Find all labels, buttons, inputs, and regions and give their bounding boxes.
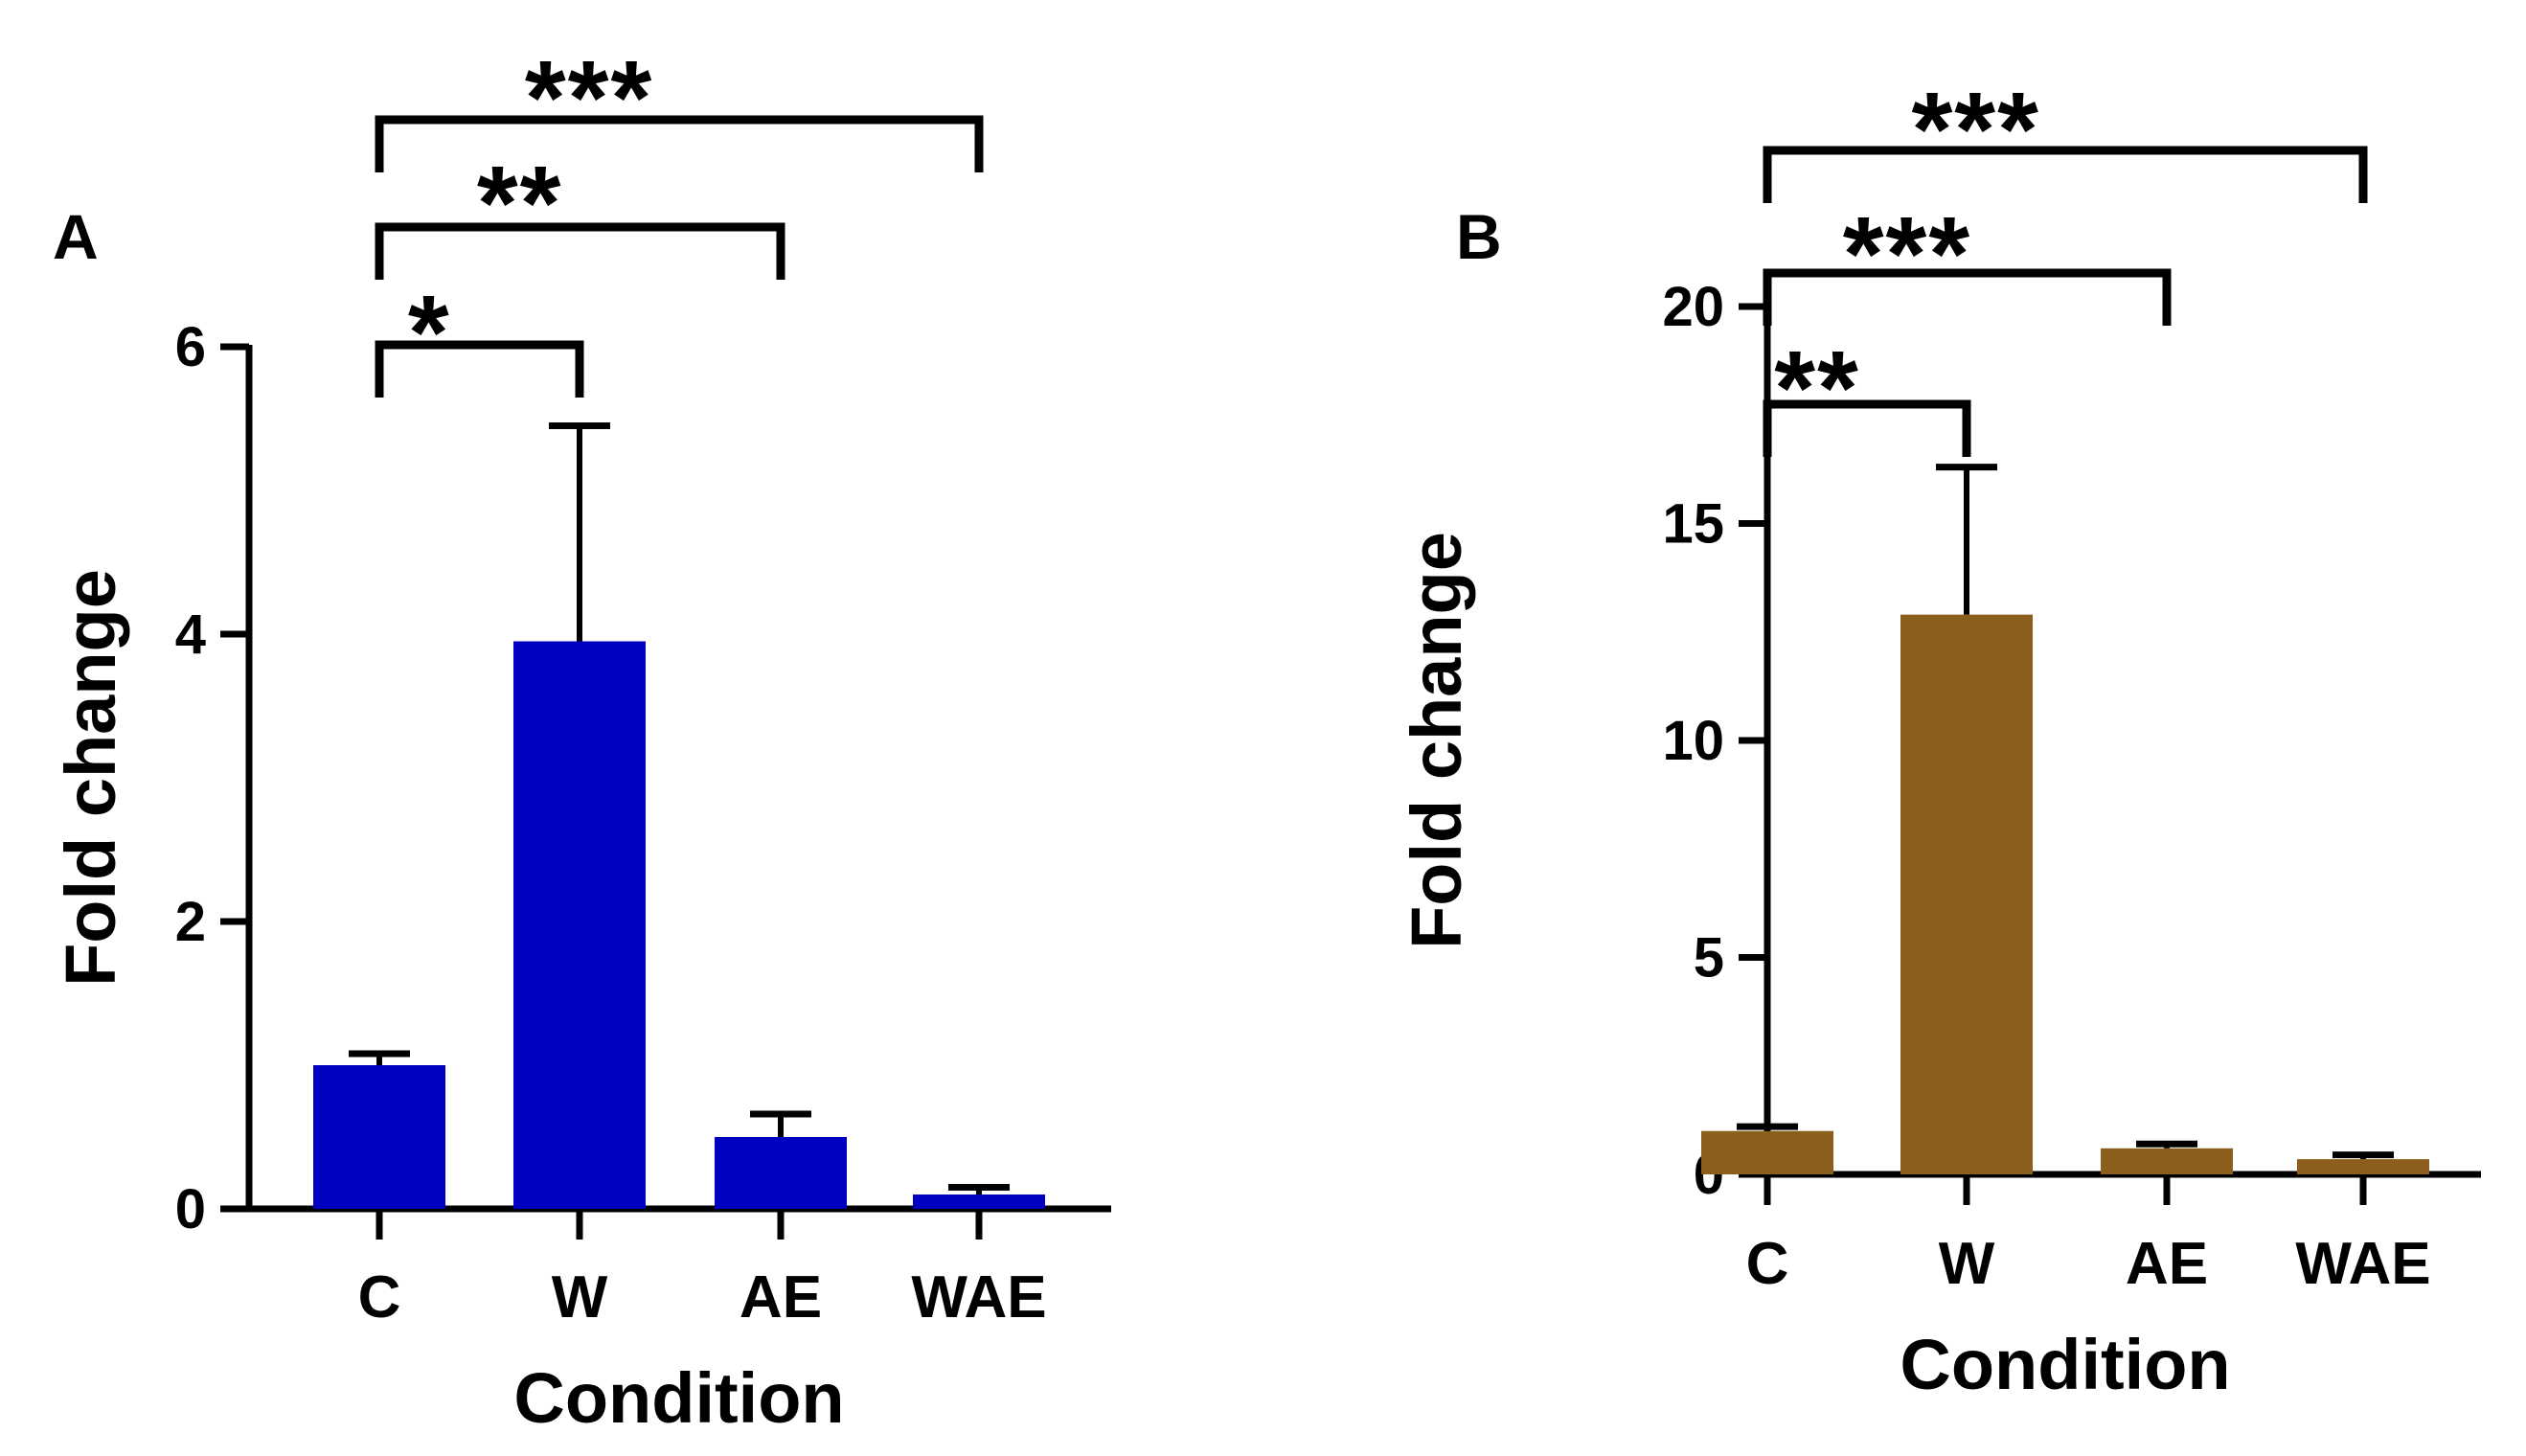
significance-bracket <box>1763 146 2368 203</box>
significance-bracket <box>375 115 984 172</box>
significance-bracket <box>375 222 785 280</box>
x-tick-label: W <box>552 1264 608 1331</box>
significance-stars: *** <box>1843 195 1971 313</box>
significance-stars: *** <box>1911 71 2039 189</box>
bar-ae <box>2101 1148 2233 1174</box>
x-tick-label: AE <box>2126 1231 2208 1297</box>
panel-label: B <box>1456 201 1502 272</box>
bar-w <box>1900 614 2033 1174</box>
y-tick-label: 5 <box>1694 927 1724 990</box>
y-axis-title: Fold change <box>51 569 130 987</box>
y-axis-title: Fold change <box>1397 532 1476 949</box>
bar-ae <box>715 1137 847 1209</box>
x-tick-label: C <box>1746 1231 1789 1297</box>
y-tick-label: 0 <box>175 1178 206 1240</box>
bar-wae <box>2297 1159 2429 1174</box>
x-axis-title: Condition <box>513 1358 844 1438</box>
y-tick-label: 20 <box>1662 276 1724 338</box>
x-tick-label: C <box>358 1264 401 1331</box>
significance-bracket <box>375 340 584 398</box>
bar-wae <box>913 1194 1045 1209</box>
significance-bracket <box>1763 268 2172 326</box>
bar-c <box>313 1065 445 1209</box>
y-tick-label: 15 <box>1662 493 1724 556</box>
x-tick-label: W <box>1939 1231 1995 1297</box>
significance-stars: * <box>408 274 451 392</box>
significance-stars: ** <box>477 145 563 262</box>
x-tick-label: WAE <box>911 1264 1046 1331</box>
y-tick-label: 2 <box>175 891 206 953</box>
x-tick-label: WAE <box>2295 1231 2430 1297</box>
x-tick-label: AE <box>740 1264 822 1331</box>
y-tick-label: 10 <box>1662 710 1724 772</box>
y-tick-label: 6 <box>175 316 206 378</box>
bar-w <box>513 641 646 1209</box>
y-tick-label: 4 <box>175 603 206 666</box>
significance-stars: ** <box>1774 330 1860 447</box>
x-axis-title: Condition <box>1900 1325 2230 1404</box>
bar-c <box>1701 1130 1833 1174</box>
significance-bracket <box>1763 399 1971 457</box>
significance-stars: *** <box>525 39 653 157</box>
panel-label: A <box>53 201 99 272</box>
